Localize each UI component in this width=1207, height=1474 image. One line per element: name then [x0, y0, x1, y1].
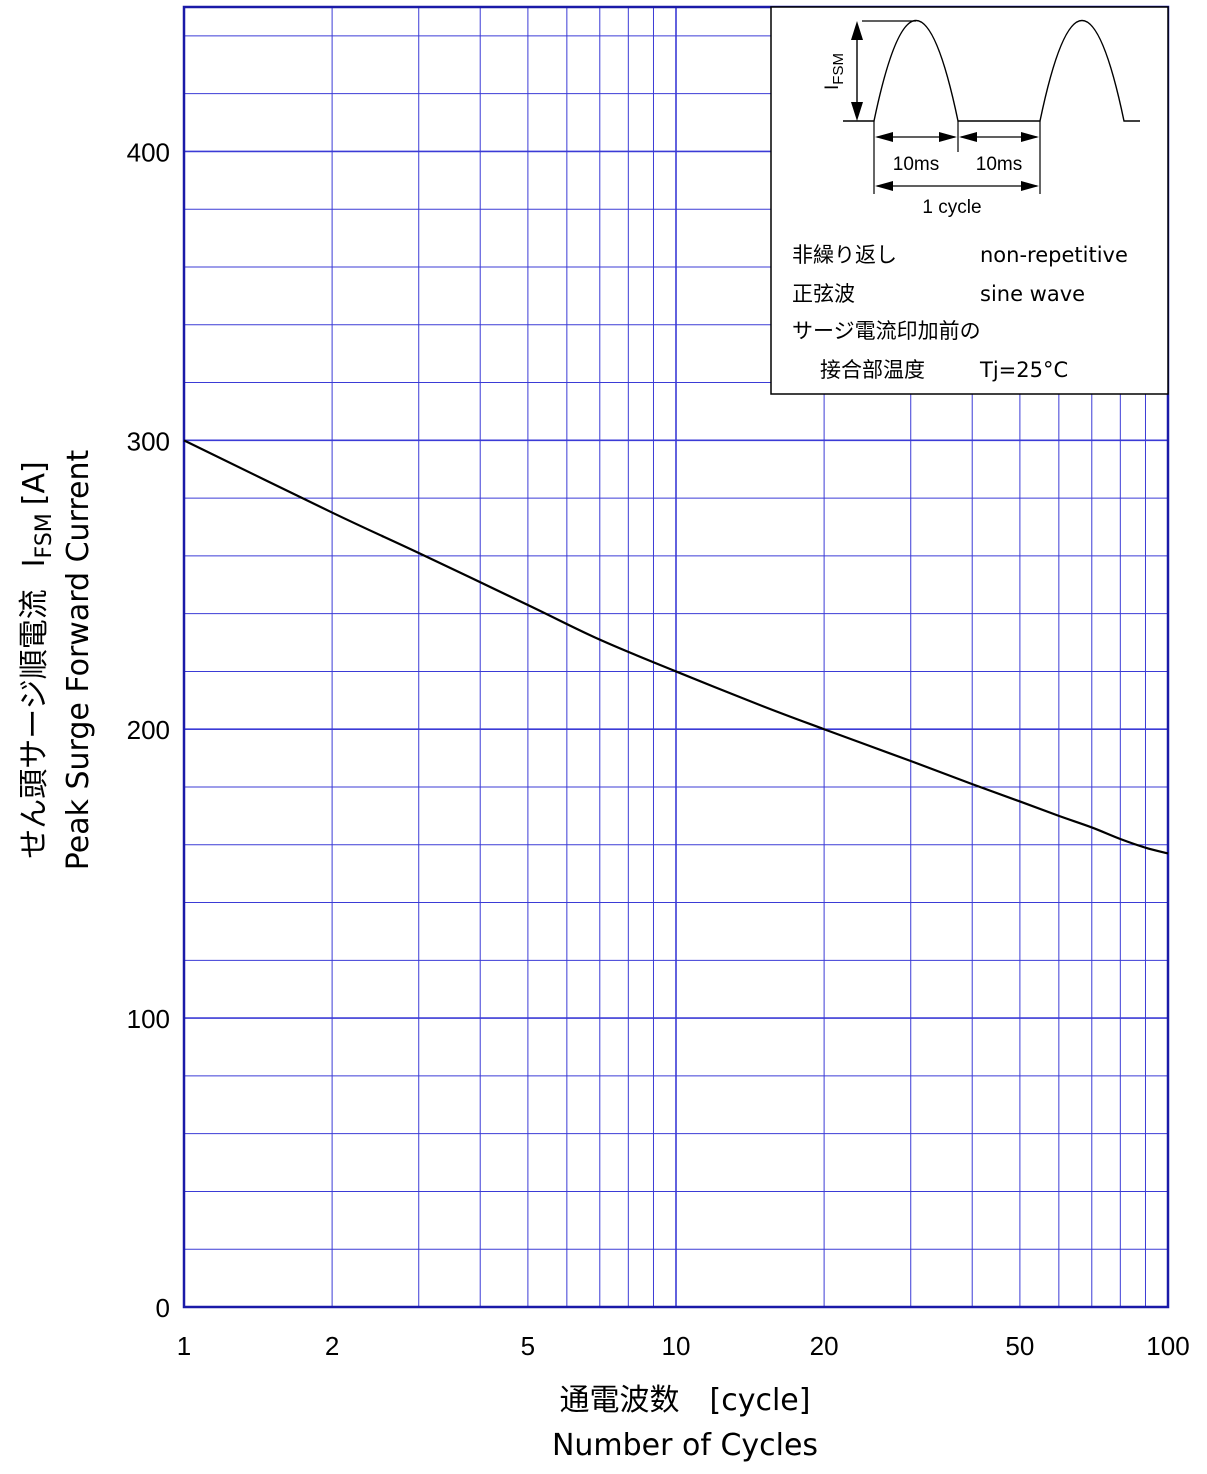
arrow-up-icon	[851, 21, 863, 40]
y-axis-unit: [A]	[17, 461, 52, 505]
plot-frame	[182, 5, 1170, 1309]
cycle-label: 1 cycle	[922, 197, 981, 218]
condition-2-jp: 正弦波	[792, 282, 855, 306]
arrow-left-icon	[875, 132, 893, 142]
half-cycle-2-label: 10ms	[976, 154, 1022, 175]
arrow-right-icon	[1021, 181, 1039, 191]
waveform-ifsm-label: IFSM	[822, 53, 847, 90]
arrow-left-icon	[959, 132, 977, 142]
x-tick-label: 5	[521, 1331, 535, 1361]
svg-text:せん頭サージ順電流IFSM[A]: せん頭サージ順電流 IFSM [A]	[17, 461, 57, 858]
y-tick-label: 100	[127, 1004, 170, 1034]
x-tick-label: 1	[177, 1331, 191, 1361]
x-tick-label: 20	[810, 1331, 839, 1361]
y-axis-label-en: Peak Surge Forward Current	[61, 450, 96, 871]
x-tick-label: 50	[1005, 1331, 1034, 1361]
condition-4-jp: 接合部温度	[820, 358, 925, 382]
half-cycle-1-label: 10ms	[893, 154, 939, 175]
y-tick-label: 0	[156, 1293, 170, 1323]
arrow-right-icon	[1021, 132, 1039, 142]
condition-3-jp: サージ電流印加前の	[792, 319, 981, 343]
y-tick-label: 200	[127, 715, 170, 745]
ifsm-curve	[183, 439, 1169, 855]
sine-waveform	[843, 19, 1140, 122]
svg-text:IFSM: IFSM	[822, 53, 847, 90]
y-tick-labels: 0 100 200 300 400	[127, 137, 170, 1323]
y-axis-label: せん頭サージ順電流 IFSM [A] Peak Surge Forward Curr…	[17, 450, 96, 871]
x-axis-label-en: Number of Cycles	[552, 1428, 818, 1463]
condition-2-en: sine wave	[980, 282, 1085, 306]
arrow-down-icon	[851, 102, 863, 121]
condition-4-en: Tj=25°C	[979, 358, 1068, 382]
y-tick-label: 300	[127, 426, 170, 456]
y-axis-symbol: I	[17, 558, 52, 567]
conditions-inset: IFSM 10ms 10ms 1 cycle 非繰り返し non-repetit…	[770, 6, 1169, 395]
inset-box	[770, 6, 1169, 395]
x-tick-label: 10	[662, 1331, 691, 1361]
arrow-right-icon	[939, 132, 957, 142]
condition-1-jp: 非繰り返し	[792, 243, 897, 267]
x-tick-label: 100	[1146, 1331, 1189, 1361]
y-tick-label: 400	[127, 137, 170, 167]
y-axis-label-jp: せん頭サージ順電流	[17, 589, 52, 858]
x-axis-label-jp: 通電波数 [cycle]	[560, 1383, 811, 1418]
arrow-left-icon	[875, 181, 893, 191]
y-axis-symbol-sub: FSM	[32, 513, 57, 558]
condition-1-en: non-repetitive	[980, 243, 1128, 267]
x-tick-label: 2	[325, 1331, 339, 1361]
x-tick-labels: 1 2 5 10 20 50 100	[177, 1331, 1190, 1361]
